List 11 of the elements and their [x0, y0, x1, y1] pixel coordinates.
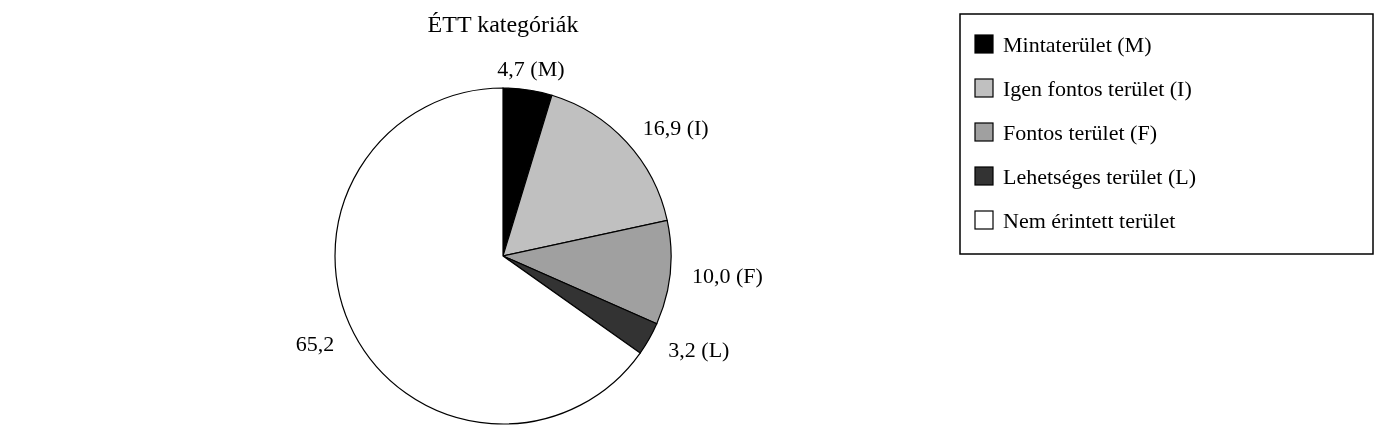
- legend-label: Lehetséges terület (L): [1003, 163, 1197, 189]
- legend-label: Nem érintett terület: [1003, 207, 1176, 233]
- data-label: 10,0 (F): [692, 262, 763, 288]
- data-label: 16,9 (I): [642, 114, 709, 140]
- data-label: 65,2: [295, 331, 335, 357]
- chart-title: ÉTT kategóriák: [427, 11, 579, 37]
- legend-label: Igen fontos terület (I): [1003, 75, 1192, 101]
- legend-label: Fontos terület (F): [1003, 119, 1157, 145]
- legend-label: Mintaterület (M): [1003, 31, 1152, 57]
- data-label: 3,2 (L): [668, 337, 730, 363]
- data-label: 4,7 (M): [497, 55, 565, 81]
